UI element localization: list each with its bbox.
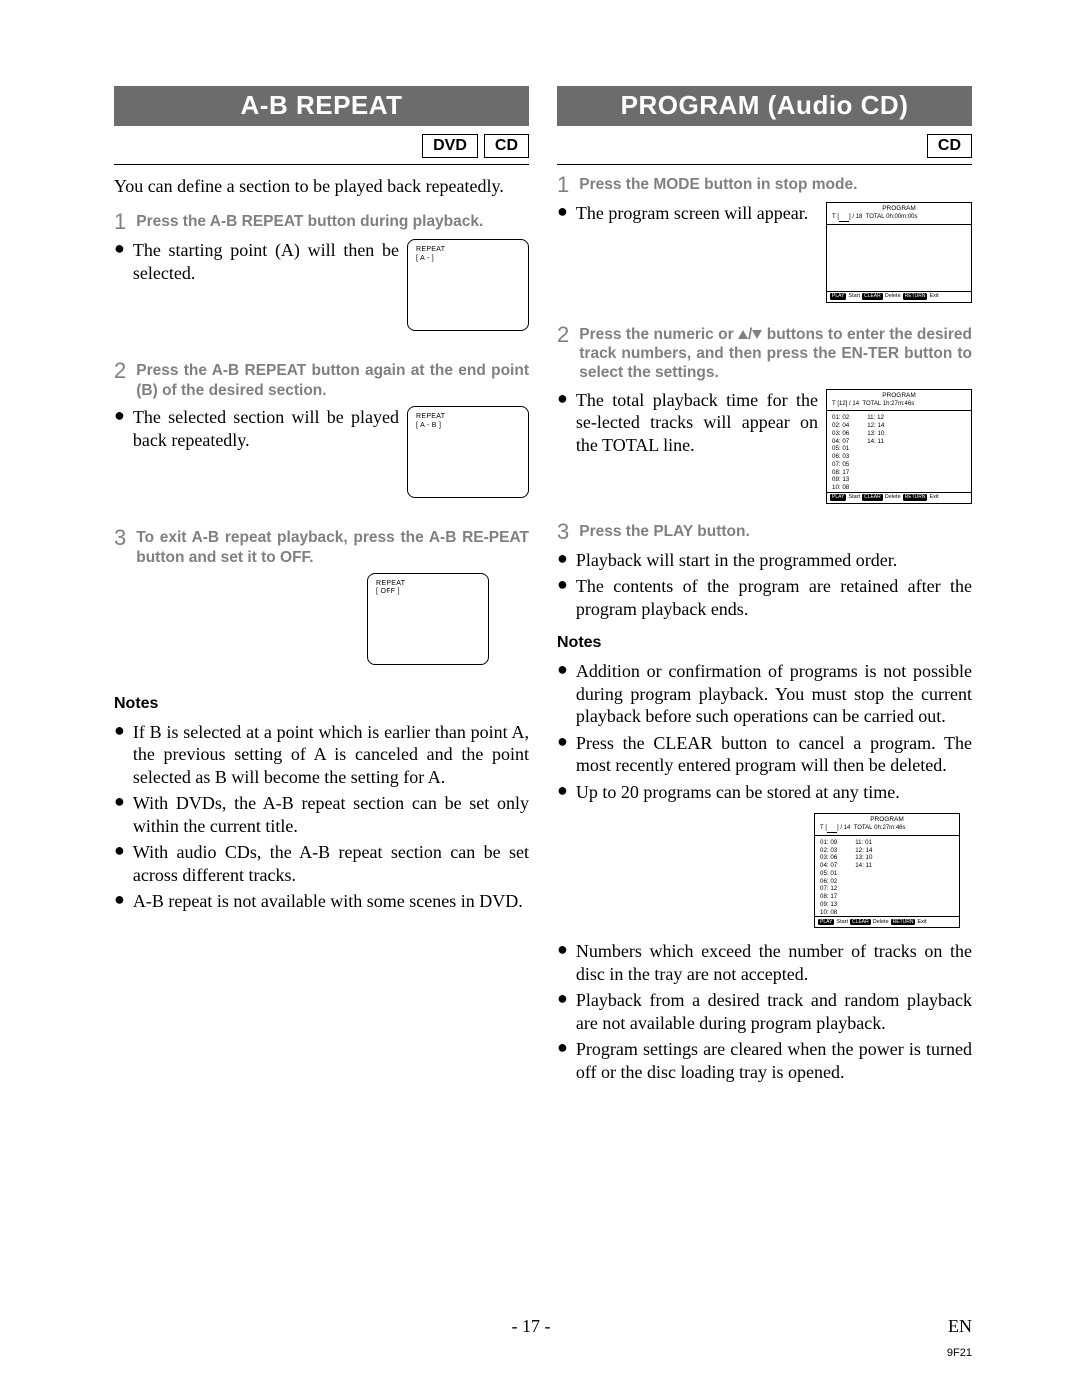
right-step-1: 1 Press the MODE button in stop mode. ● … — [557, 175, 972, 303]
ps-body: 01: 0202: 0403: 0604: 0705: 0106: 0307: … — [827, 411, 971, 492]
ps-footer: PLAYStart CLEARDelete RETURNExit — [827, 492, 971, 503]
left-column: A-B REPEAT DVD CD You can define a secti… — [114, 86, 529, 1087]
ps-total-row: T [] / 18 TOTAL 0h:00m:00s — [827, 213, 971, 225]
ps-body: 01: 0902: 0303: 0604: 0705: 0106: 0207: … — [815, 836, 959, 917]
bullet-dot: ● — [114, 721, 125, 741]
bullet-dot: ● — [557, 660, 568, 680]
page-footer: - 17 - EN — [114, 1316, 972, 1337]
ps-total-row: T [] / 14 TOTAL 0h:27m:46s — [815, 824, 959, 836]
step-number: 2 — [557, 324, 569, 346]
bullet-text: The starting point (A) will then be sele… — [133, 239, 399, 284]
ps-title: PROGRAM — [815, 814, 959, 824]
note-text: Up to 20 programs can be stored at any t… — [576, 781, 972, 804]
osd-screen-repeat-off: REPEAT [ OFF ] — [367, 573, 489, 665]
step-title: Press the MODE button in stop mode. — [579, 175, 857, 194]
left-step-3: 3 To exit A-B repeat playback, press the… — [114, 528, 529, 665]
bullet-dot: ● — [557, 575, 568, 595]
step-title: To exit A-B repeat playback, press the A… — [136, 528, 529, 567]
ps-title: PROGRAM — [827, 203, 971, 213]
bullet-text: Playback will start in the programmed or… — [576, 549, 972, 572]
note-text: If B is selected at a point which is ear… — [133, 721, 529, 789]
ps-footer: PLAYStart CLEARDelete RETURNExit — [815, 916, 959, 927]
bullet-dot: ● — [114, 406, 125, 426]
bullet-dot: ● — [557, 781, 568, 801]
badge-cd: CD — [484, 134, 529, 158]
note-text: Numbers which exceed the number of track… — [576, 940, 972, 985]
osd-line: [ A - B ] — [416, 422, 520, 430]
step-title: Press the numeric or / buttons to enter … — [579, 325, 972, 383]
page-number: - 17 - — [512, 1316, 551, 1337]
step-title: Press the A-B REPEAT button again at the… — [136, 361, 529, 400]
left-intro: You can define a section to be played ba… — [114, 175, 529, 198]
program-screen-notes: PROGRAM T [] / 14 TOTAL 0h:27m:46s 01: 0… — [814, 813, 960, 928]
up-triangle-icon — [738, 330, 748, 339]
page-columns: A-B REPEAT DVD CD You can define a secti… — [114, 86, 972, 1087]
bullet-dot: ● — [114, 792, 125, 812]
bullet-text: The total playback time for the se-lecte… — [576, 389, 818, 457]
divider — [114, 164, 529, 165]
note-text: With audio CDs, the A-B repeat section c… — [133, 841, 529, 886]
left-step-2: 2 Press the A-B REPEAT button again at t… — [114, 361, 529, 498]
step-number: 3 — [557, 521, 569, 543]
page-lang: EN — [948, 1316, 972, 1337]
step-number: 1 — [114, 211, 126, 233]
step-number: 3 — [114, 527, 126, 549]
bullet-dot: ● — [557, 1038, 568, 1058]
right-header: PROGRAM (Audio CD) — [557, 86, 972, 126]
ps-body — [827, 225, 971, 291]
osd-line: REPEAT — [416, 413, 520, 421]
note-text: Playback from a desired track and random… — [576, 989, 972, 1034]
bullet-dot: ● — [557, 732, 568, 752]
note-text: A-B repeat is not available with some sc… — [133, 890, 529, 913]
right-step-2: 2 Press the numeric or / buttons to ente… — [557, 325, 972, 504]
osd-line: REPEAT — [376, 580, 480, 588]
right-column: PROGRAM (Audio CD) CD 1 Press the MODE b… — [557, 86, 972, 1087]
left-step-1: 1 Press the A-B REPEAT button during pla… — [114, 212, 529, 331]
note-text: Program settings are cleared when the po… — [576, 1038, 972, 1083]
osd-line: [ OFF ] — [376, 588, 480, 596]
bullet-dot: ● — [557, 549, 568, 569]
step-number: 1 — [557, 174, 569, 196]
down-triangle-icon — [752, 330, 762, 339]
ps-title: PROGRAM — [827, 390, 971, 400]
note-text: With DVDs, the A-B repeat section can be… — [133, 792, 529, 837]
step-title: Press the A-B REPEAT button during playb… — [136, 212, 483, 231]
bullet-dot: ● — [114, 890, 125, 910]
right-step-3: 3 Press the PLAY button. ● Playback will … — [557, 522, 972, 621]
ps-footer: PLAYStart CLEARDelete RETURNExit — [827, 291, 971, 302]
bullet-dot: ● — [557, 389, 568, 409]
bullet-dot: ● — [557, 940, 568, 960]
bullet-text: The contents of the program are retained… — [576, 575, 972, 620]
note-text: Addition or confirmation of programs is … — [576, 660, 972, 728]
badge-dvd: DVD — [422, 134, 478, 158]
bullet-dot: ● — [557, 202, 568, 222]
left-header: A-B REPEAT — [114, 86, 529, 126]
bullet-text: The program screen will appear. — [576, 202, 818, 225]
doc-code: 9F21 — [947, 1347, 972, 1359]
program-screen-empty: PROGRAM T [] / 18 TOTAL 0h:00m:00s PLAYS… — [826, 202, 972, 303]
notes-heading: Notes — [114, 695, 529, 713]
bullet-dot: ● — [114, 239, 125, 259]
right-badge-row: CD — [557, 134, 972, 158]
osd-screen-repeat-a: REPEAT [ A - ] — [407, 239, 529, 331]
bullet-dot: ● — [114, 841, 125, 861]
note-text: Press the CLEAR button to cancel a progr… — [576, 732, 972, 777]
osd-line: REPEAT — [416, 246, 520, 254]
step-title: Press the PLAY button. — [579, 522, 750, 541]
osd-screen-repeat-ab: REPEAT [ A - B ] — [407, 406, 529, 498]
ps-total-row: T [12] / 14 TOTAL 1h:27m:46s — [827, 400, 971, 412]
divider — [557, 164, 972, 165]
bullet-text: The selected section will be played back… — [133, 406, 399, 451]
left-badge-row: DVD CD — [114, 134, 529, 158]
osd-line: [ A - ] — [416, 255, 520, 263]
bullet-dot: ● — [557, 989, 568, 1009]
step-number: 2 — [114, 360, 126, 382]
program-screen-filled: PROGRAM T [12] / 14 TOTAL 1h:27m:46s 01:… — [826, 389, 972, 504]
notes-heading: Notes — [557, 634, 972, 652]
badge-cd: CD — [927, 134, 972, 158]
